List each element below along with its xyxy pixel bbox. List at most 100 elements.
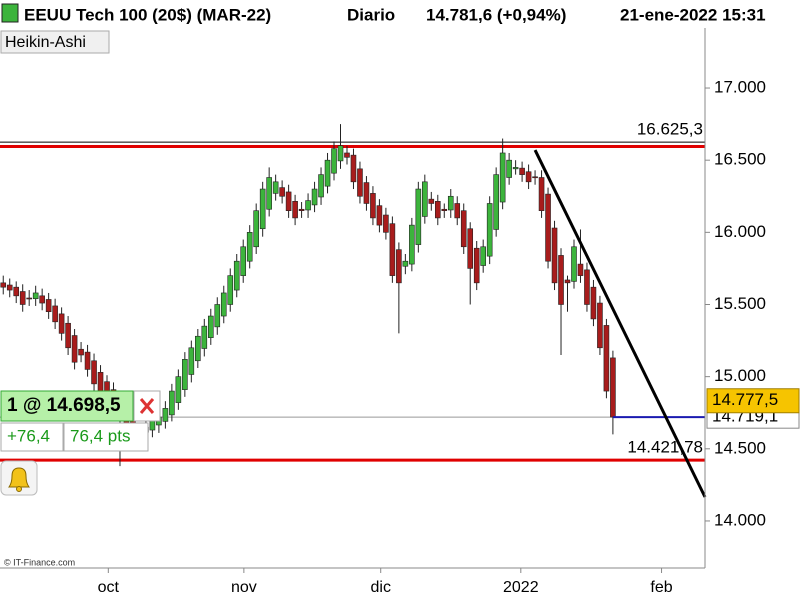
candle-body — [201, 325, 208, 349]
candle-body — [506, 159, 512, 178]
x-tick-label: nov — [231, 579, 257, 596]
candle-body — [195, 335, 201, 362]
candle-body — [493, 174, 499, 230]
candle-body — [240, 246, 247, 276]
candle-body — [298, 208, 305, 211]
candle-body — [545, 193, 551, 262]
candle-body — [434, 201, 441, 219]
level-label: 14.421,78 — [627, 438, 703, 457]
y-tick-label: 17.000 — [714, 78, 766, 97]
candle-body — [19, 291, 26, 305]
y-tick-label: 14.000 — [714, 510, 766, 529]
candle-body — [480, 246, 486, 266]
close-icon — [139, 398, 155, 414]
candle-body — [169, 390, 175, 416]
candle-body — [603, 325, 610, 392]
candle-body — [26, 297, 32, 300]
y-tick-label: 16.500 — [714, 150, 766, 169]
order-text: 1 @ 14.698,5 — [7, 395, 121, 416]
datetime: 21-ene-2022 15:31 — [620, 5, 766, 24]
candle-body — [292, 201, 298, 219]
candle-body — [447, 195, 454, 211]
candle-body — [415, 188, 422, 245]
candle-body — [39, 295, 45, 304]
alert-bell[interactable] — [0, 460, 38, 496]
candle-body — [0, 282, 7, 288]
candle-body — [558, 255, 564, 305]
candle-body — [551, 227, 558, 284]
candle-body — [272, 181, 279, 194]
candle-body — [402, 260, 409, 267]
candle-body — [285, 191, 292, 211]
candle-body — [577, 263, 584, 276]
y-tick-label: 15.500 — [714, 294, 766, 313]
order-box[interactable] — [0, 390, 134, 422]
candle-body — [58, 313, 65, 334]
candle-body — [363, 182, 370, 204]
candle-body — [454, 203, 461, 219]
candle-body — [318, 174, 324, 198]
x-tick-label: 2022 — [503, 579, 539, 596]
period[interactable]: Diario — [347, 5, 395, 24]
candle-body — [428, 198, 435, 204]
candle-body — [253, 210, 259, 248]
candle-body — [84, 351, 91, 370]
pts-box — [63, 422, 149, 452]
candle-body — [91, 360, 97, 385]
candle-body — [564, 279, 571, 284]
candle-body — [71, 335, 78, 363]
candle-body — [305, 200, 311, 211]
candle-body — [227, 275, 234, 305]
candle-body — [460, 210, 467, 248]
candle-body — [220, 292, 227, 317]
candle-body — [182, 359, 188, 390]
y-tick-label: 15.000 — [714, 366, 766, 385]
current-price-label: 14.777,5 — [712, 390, 778, 409]
candle-body — [78, 348, 84, 356]
candle-body — [597, 302, 603, 349]
x-tick-label: oct — [98, 579, 120, 596]
position-panel: 1 @ 14.698,5 +76,4 76,4 pts — [0, 390, 161, 452]
candle-body — [162, 408, 169, 422]
chart-style[interactable]: Heikin-Ashi — [5, 34, 86, 51]
candle-body — [188, 347, 195, 375]
candle-body — [259, 188, 266, 230]
candle-body — [233, 260, 240, 291]
level-label: 16.625,3 — [637, 120, 703, 139]
candle-body — [350, 154, 357, 183]
candle-body — [538, 177, 545, 211]
y-tick-label: 14.500 — [714, 438, 766, 457]
candle-body — [324, 159, 331, 187]
bell-clapper — [16, 486, 22, 492]
symbol-icon[interactable] — [1, 3, 19, 23]
style-button[interactable] — [0, 30, 110, 54]
candle-body — [590, 286, 597, 320]
candle-body — [214, 304, 221, 328]
candle-body — [65, 322, 71, 349]
candle-body — [45, 299, 52, 313]
candle-body — [279, 187, 285, 197]
candle-body — [610, 357, 616, 418]
candle-body — [499, 152, 506, 203]
candle-body — [441, 208, 448, 211]
candle-body — [266, 177, 272, 210]
trendline — [533, 149, 707, 498]
candle-body — [175, 376, 182, 403]
quote: 14.781,6 (+0,94%) — [426, 5, 566, 24]
instrument-title: EEUU Tech 100 (20$) (MAR-22) — [24, 5, 271, 24]
candle-body — [207, 315, 214, 338]
candle-body — [383, 214, 389, 233]
credit: © IT-Finance.com — [4, 557, 75, 567]
candle-body — [396, 249, 402, 284]
candle-body — [357, 168, 363, 197]
candle-body — [571, 246, 577, 282]
current-price-box — [706, 388, 800, 414]
x-tick-label: dic — [370, 579, 390, 596]
candle-body — [331, 148, 337, 174]
candle-body — [584, 269, 590, 305]
candle-body — [473, 247, 480, 284]
candle-body — [467, 228, 474, 269]
